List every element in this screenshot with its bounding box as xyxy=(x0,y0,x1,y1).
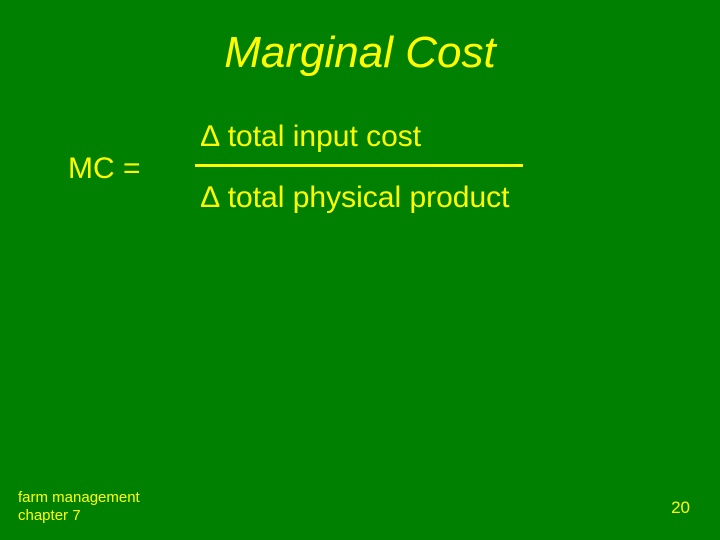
equation-lhs: MC = xyxy=(68,152,141,186)
footer-line-2: chapter 7 xyxy=(18,507,140,526)
footer-line-1: farm management xyxy=(18,489,140,508)
page-number: 20 xyxy=(671,498,690,518)
equation-fraction: ∆ total input cost ∆ total physical prod… xyxy=(195,120,523,215)
slide: Marginal Cost MC = ∆ total input cost ∆ … xyxy=(0,0,720,540)
equation-numerator: ∆ total input cost xyxy=(195,120,523,160)
equation-denominator: ∆ total physical product xyxy=(195,181,523,215)
footer-text: farm management chapter 7 xyxy=(18,489,140,527)
fraction-bar xyxy=(195,164,523,167)
slide-title: Marginal Cost xyxy=(0,28,720,78)
